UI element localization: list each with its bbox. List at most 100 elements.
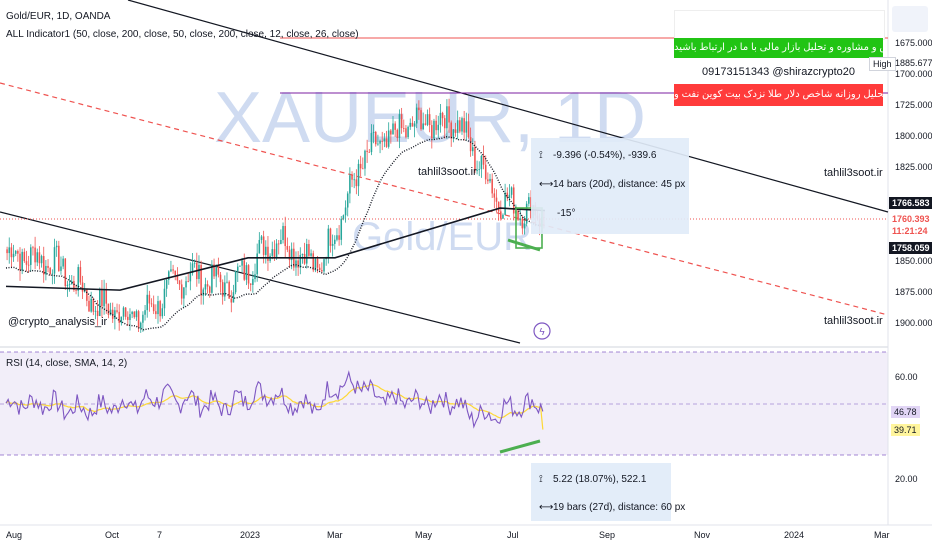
- indicator-title[interactable]: ALL Indicator1 (50, close, 200, close, 5…: [6, 29, 359, 40]
- candle-body: [316, 259, 319, 268]
- candle-body: [282, 226, 284, 240]
- symbol-title[interactable]: Gold/EUR, 1D, OANDA: [6, 11, 111, 22]
- candle-body: [88, 300, 90, 312]
- candle-body: [245, 265, 248, 280]
- candle-body: [422, 123, 424, 130]
- candle-body: [433, 120, 435, 139]
- candle-body: [170, 269, 172, 272]
- candle-body: [506, 192, 509, 198]
- candle-body: [34, 247, 36, 263]
- candle-body: [305, 244, 308, 264]
- rsi-divergence-line[interactable]: [499, 439, 541, 454]
- candle-body: [504, 192, 506, 215]
- candle-body: [150, 303, 153, 305]
- measure-bottom-icon: ⟟: [539, 474, 543, 485]
- candle-body: [187, 281, 189, 282]
- measure-box-bottom[interactable]: ⟟ 5.22 (18.07%), 522.1 ⟷ 19 bars (27d), …: [531, 463, 685, 521]
- candle-body: [428, 114, 431, 126]
- candle-body: [202, 289, 205, 296]
- candle-body: [232, 292, 235, 303]
- candle-body: [351, 175, 353, 180]
- candle-body: [262, 236, 265, 255]
- handle-watermark: @crypto_analysis_ir: [8, 316, 108, 328]
- candle-body: [480, 155, 483, 170]
- candle-body: [159, 301, 161, 317]
- candle-body: [383, 138, 386, 142]
- layout-icon[interactable]: [892, 6, 928, 32]
- candle-body: [510, 187, 513, 195]
- candle-body: [224, 282, 226, 297]
- candle-body: [474, 147, 476, 172]
- ad-contact[interactable]: 09173151343 @shirazcrypto20: [674, 62, 883, 82]
- candle-body: [247, 265, 250, 284]
- candle-body: [243, 260, 246, 280]
- lightning-icon[interactable]: [533, 322, 551, 340]
- candle-body: [493, 193, 496, 198]
- measure-top-icon: ⟟: [539, 150, 543, 161]
- candle-body: [284, 226, 286, 247]
- candle-body: [116, 310, 118, 312]
- candle-body: [185, 281, 187, 288]
- candle-body: [38, 252, 41, 264]
- candle-body: [370, 132, 373, 153]
- candle-body: [435, 120, 437, 131]
- candle-body: [409, 122, 412, 127]
- candle-body: [10, 247, 13, 258]
- candle-body: [372, 131, 375, 133]
- time-tick: May: [415, 530, 433, 540]
- ad-red-banner[interactable]: تحلیل روزانه شاخص دلار طلا نزدک بیت کوین…: [674, 84, 883, 106]
- candle-body: [53, 247, 56, 274]
- ad-green-banner[interactable]: جهت آموزش و مشاوره و تحلیل بازار مالی با…: [674, 38, 883, 58]
- candle-body: [280, 239, 282, 245]
- candle-body: [241, 260, 243, 266]
- candle-body: [482, 155, 485, 165]
- candle-body: [157, 301, 159, 315]
- candle-body: [215, 264, 217, 277]
- candle-body: [355, 179, 358, 187]
- time-tick: Sep: [599, 530, 616, 540]
- candle-body: [228, 281, 230, 299]
- candle-body: [122, 307, 125, 317]
- candle-body: [277, 243, 280, 245]
- rsi-tick-60: 60.00: [895, 372, 918, 382]
- candle-body: [252, 279, 254, 285]
- candle-body: [299, 254, 302, 268]
- candle-body: [101, 289, 103, 307]
- candle-body: [25, 261, 28, 265]
- candle-body: [176, 275, 179, 281]
- rsi-title[interactable]: RSI (14, close, SMA, 14, 2): [6, 358, 128, 369]
- candle-body: [327, 228, 330, 258]
- rsi-line: [5, 370, 544, 429]
- candle-body: [463, 118, 465, 133]
- measure-top-angle: -15°: [557, 208, 576, 219]
- tag-current: 1760.393: [889, 213, 932, 225]
- trendline-lower[interactable]: [0, 211, 521, 344]
- price-tick: 1825.000: [895, 162, 932, 173]
- candle-body: [155, 311, 157, 315]
- candle-body: [124, 307, 127, 317]
- candle-body: [6, 249, 8, 254]
- candle-body: [45, 265, 47, 275]
- candle-body: [374, 131, 377, 145]
- candle-body: [295, 260, 297, 268]
- candle-body: [497, 201, 500, 212]
- candle-body: [508, 194, 511, 198]
- candle-body: [219, 274, 222, 283]
- candle-body: [308, 244, 310, 256]
- candle-body: [90, 298, 92, 312]
- candle-body: [230, 298, 233, 303]
- candle-body: [17, 250, 19, 254]
- time-tick: Mar: [874, 530, 890, 540]
- candle-body: [405, 128, 407, 138]
- candle-body: [489, 178, 491, 182]
- rsi-sma-tag: 39.71: [891, 424, 920, 436]
- candle-body: [398, 114, 401, 138]
- candle-body: [137, 311, 140, 329]
- price-tick: 1700.000: [895, 69, 932, 80]
- candle-body: [484, 164, 487, 180]
- candle-body: [178, 280, 181, 285]
- measure-top-bars-icon: ⟷: [539, 179, 554, 190]
- measure-box-top[interactable]: ⟟ -9.396 (-0.54%), -939.6 ⟷ 14 bars (20d…: [531, 138, 689, 234]
- trendline-upper[interactable]: [127, 0, 889, 213]
